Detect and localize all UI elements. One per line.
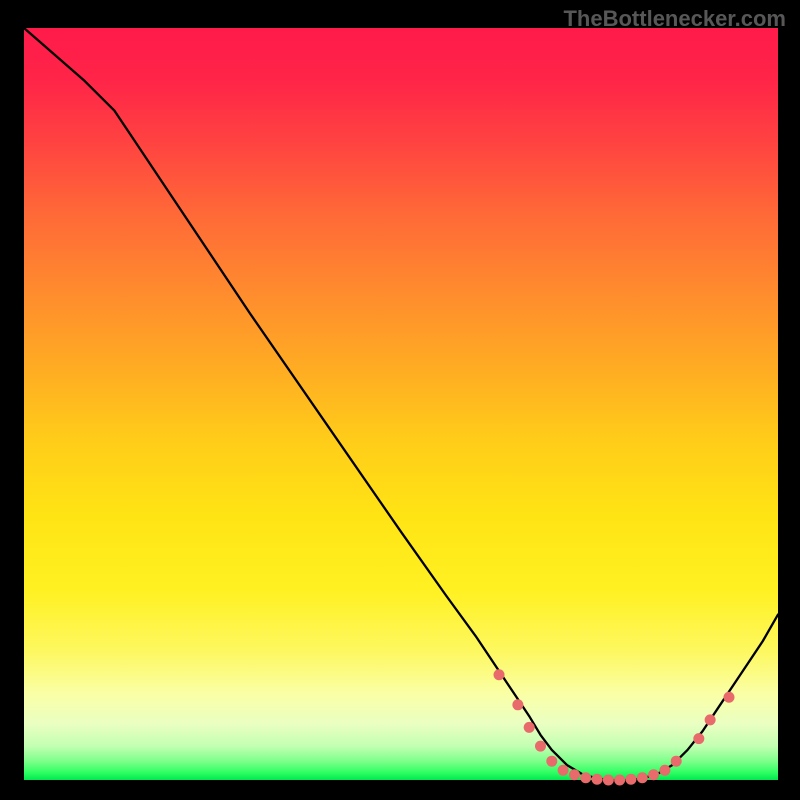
data-marker: [693, 733, 704, 744]
data-marker: [494, 669, 505, 680]
data-marker: [648, 769, 659, 780]
plot-area: [24, 28, 778, 780]
data-marker: [592, 774, 603, 785]
data-marker: [580, 772, 591, 783]
data-marker: [705, 714, 716, 725]
bottleneck-curve: [24, 28, 778, 780]
data-marker: [659, 765, 670, 776]
data-marker: [723, 692, 734, 703]
data-marker: [625, 774, 636, 785]
data-marker: [546, 756, 557, 767]
data-marker: [569, 769, 580, 780]
data-marker: [614, 775, 625, 786]
marker-group: [494, 669, 735, 785]
data-marker: [535, 741, 546, 752]
chart-canvas: TheBottlenecker.com: [0, 0, 800, 800]
data-marker: [603, 775, 614, 786]
data-marker: [637, 772, 648, 783]
data-marker: [512, 699, 523, 710]
watermark-text: TheBottlenecker.com: [563, 6, 786, 32]
data-marker: [671, 756, 682, 767]
data-marker: [524, 722, 535, 733]
data-marker: [558, 765, 569, 776]
chart-overlay: [24, 28, 778, 780]
